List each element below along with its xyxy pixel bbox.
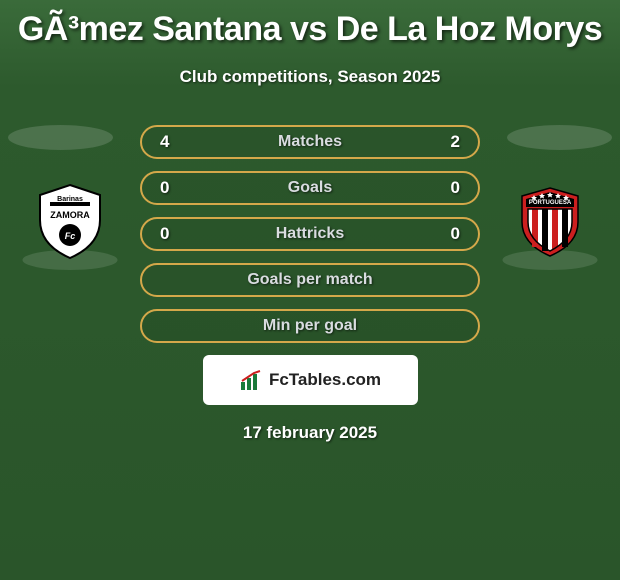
stat-left-value: 0: [160, 224, 180, 244]
stat-row-hattricks: 0 Hattricks 0: [140, 217, 480, 251]
stat-right-value: 0: [440, 224, 460, 244]
stat-label: Goals per match: [180, 271, 440, 289]
stat-left-value: 0: [160, 178, 180, 198]
stat-label: Hattricks: [180, 225, 440, 243]
stat-right-value: 2: [440, 132, 460, 152]
stat-row-goals-per-match: Goals per match: [140, 263, 480, 297]
stat-rows: 4 Matches 2 0 Goals 0 0 Hattricks 0 Goal…: [140, 125, 480, 343]
stat-left-value: 4: [160, 132, 180, 152]
svg-text:Fc: Fc: [65, 231, 76, 241]
club-badge-left: Barinas ZAMORA Fc: [20, 180, 120, 265]
footer-date: 17 february 2025: [0, 423, 620, 443]
shield-icon: Barinas ZAMORA Fc: [30, 180, 110, 260]
stat-row-goals: 0 Goals 0: [140, 171, 480, 205]
stat-label: Matches: [180, 133, 440, 151]
comparison-content: Barinas ZAMORA Fc PORTUGUESA: [0, 125, 620, 443]
branding-box[interactable]: FcTables.com: [203, 355, 418, 405]
stat-row-min-per-goal: Min per goal: [140, 309, 480, 343]
chart-icon: [239, 368, 263, 392]
player-shadow-left: [8, 125, 113, 150]
svg-text:ZAMORA: ZAMORA: [50, 210, 90, 220]
page-title: GÃ³mez Santana vs De La Hoz Morys: [0, 0, 620, 49]
stat-right-value: 0: [440, 178, 460, 198]
stat-label: Goals: [180, 179, 440, 197]
branding-text: FcTables.com: [269, 370, 381, 390]
svg-text:Barinas: Barinas: [57, 196, 83, 203]
subtitle: Club competitions, Season 2025: [0, 67, 620, 87]
club-badge-right: PORTUGUESA: [500, 180, 600, 265]
stat-row-matches: 4 Matches 2: [140, 125, 480, 159]
shield-icon: PORTUGUESA: [510, 180, 590, 260]
svg-text:PORTUGUESA: PORTUGUESA: [529, 200, 572, 206]
player-shadow-right: [507, 125, 612, 150]
stat-label: Min per goal: [180, 317, 440, 335]
